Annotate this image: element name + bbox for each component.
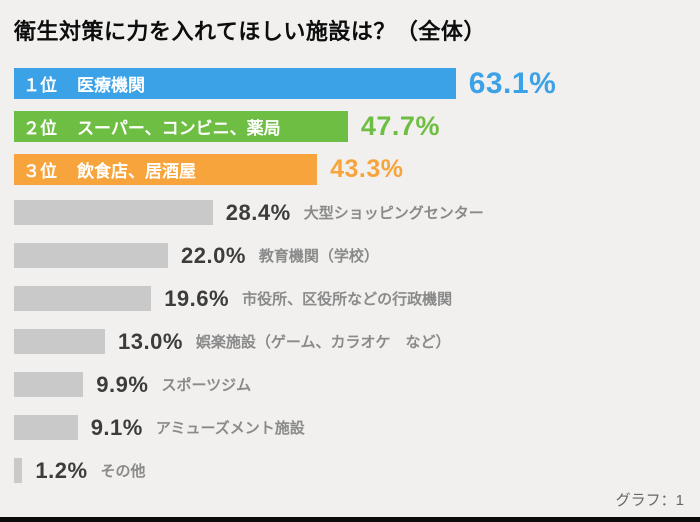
bar-row: 19.6% 市役所、区役所などの行政機関 [14,277,686,320]
plain-bar [14,200,213,225]
graph-number-label: グラフ：1 [615,492,684,509]
value-label: 9.9% [96,371,149,397]
plain-bar [14,329,105,354]
bar-row: ３位 飲食店、居酒屋 43.3% [14,148,686,191]
value-label: 1.2% [35,457,88,483]
rank-label: ２位 [23,119,57,138]
bar-category-label: 娯楽施設（ゲーム、カラオケ など） [195,334,451,351]
bar-category-label: 教育機関（学校） [258,248,379,265]
value-label: 13.0% [118,328,183,354]
bar-category-label: アミューズメント施設 [155,420,305,437]
rank-label: １位 [23,76,57,95]
rank-label: ３位 [23,162,57,181]
bar-category-label: 市役所、区役所などの行政機関 [242,291,453,308]
bottom-edge-divider [0,517,700,522]
plain-bar [14,415,78,440]
ranked-bar: ２位 スーパー、コンビニ、薬局 [14,111,348,142]
plain-bar [14,458,23,483]
bar-category-label: その他 [100,463,146,480]
value-label: 22.0% [181,242,246,268]
value-label: 47.7% [360,111,440,141]
bar-row: 9.1% アミューズメント施設 [14,406,686,449]
bar-row: 13.0% 娯楽施設（ゲーム、カラオケ など） [14,320,686,363]
bar-row: 28.4% 大型ショッピングセンター [14,191,686,234]
value-label: 19.6% [164,285,230,311]
bar-rows-container: １位 医療機関 63.1% ２位 スーパー、コンビニ、薬局 47.7% ３位 飲食店、居酒屋 4… [14,62,686,492]
chart-title: 衛生対策に力を入れてほしい施設は？（全体） [14,19,486,44]
ranked-bar: ３位 飲食店、居酒屋 [14,154,318,185]
bar-row: １位 医療機関 63.1% [14,62,686,105]
value-label: 63.1% [468,66,557,100]
bar-category-label: スーパー、コンビニ、薬局 [77,119,281,138]
ranked-bar: １位 医療機関 [14,68,456,99]
bar-row: 22.0% 教育機関（学校） [14,234,686,277]
plain-bar [14,243,168,268]
value-label: 43.3% [330,155,404,183]
bar-row: ２位 スーパー、コンビニ、薬局 47.7% [14,105,686,148]
bar-row: 1.2% その他 [14,449,686,492]
bar-row: 9.9% スポーツジム [14,363,686,406]
bar-category-label: 医療機関 [77,76,145,95]
plain-bar [14,286,152,311]
value-label: 28.4% [225,199,291,225]
bar-category-label: 飲食店、居酒屋 [77,162,196,181]
bar-category-label: スポーツジム [161,377,252,394]
value-label: 9.1% [90,414,143,440]
plain-bar [14,372,84,397]
bar-category-label: 大型ショッピングセンター [303,205,484,222]
